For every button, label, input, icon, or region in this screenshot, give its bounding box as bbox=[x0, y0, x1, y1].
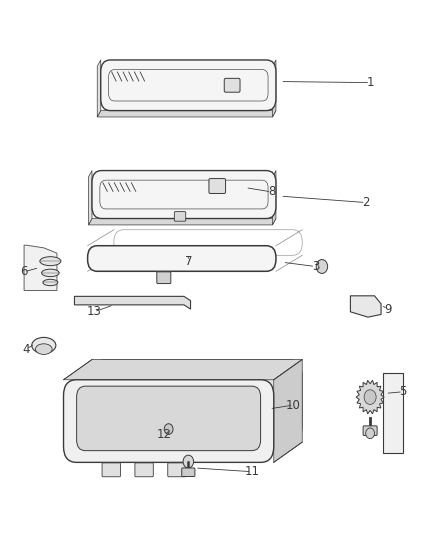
Circle shape bbox=[364, 390, 376, 405]
Polygon shape bbox=[64, 360, 302, 379]
Ellipse shape bbox=[35, 344, 52, 354]
Ellipse shape bbox=[42, 269, 59, 277]
Polygon shape bbox=[88, 171, 92, 225]
Ellipse shape bbox=[40, 257, 61, 265]
Circle shape bbox=[366, 428, 374, 439]
FancyBboxPatch shape bbox=[92, 171, 276, 219]
Polygon shape bbox=[97, 60, 101, 117]
Text: 2: 2 bbox=[362, 196, 370, 209]
Circle shape bbox=[183, 455, 194, 468]
FancyBboxPatch shape bbox=[209, 179, 226, 193]
Text: 11: 11 bbox=[244, 465, 259, 478]
Circle shape bbox=[316, 260, 328, 273]
Polygon shape bbox=[97, 111, 276, 117]
Text: 13: 13 bbox=[87, 305, 102, 318]
FancyBboxPatch shape bbox=[224, 78, 240, 92]
Polygon shape bbox=[356, 380, 384, 414]
Polygon shape bbox=[350, 296, 381, 317]
FancyBboxPatch shape bbox=[157, 272, 171, 284]
Ellipse shape bbox=[32, 337, 56, 353]
Text: 8: 8 bbox=[268, 185, 275, 198]
FancyBboxPatch shape bbox=[88, 246, 276, 271]
Polygon shape bbox=[383, 373, 403, 453]
Text: 12: 12 bbox=[157, 428, 172, 441]
Polygon shape bbox=[88, 219, 276, 225]
Polygon shape bbox=[272, 171, 276, 225]
Text: 5: 5 bbox=[399, 385, 406, 398]
FancyBboxPatch shape bbox=[64, 379, 274, 462]
Text: 9: 9 bbox=[384, 303, 392, 316]
FancyBboxPatch shape bbox=[174, 212, 186, 221]
Text: 3: 3 bbox=[312, 260, 319, 273]
Text: 6: 6 bbox=[20, 265, 28, 278]
Polygon shape bbox=[274, 360, 302, 462]
Text: 7: 7 bbox=[184, 255, 192, 268]
Text: 4: 4 bbox=[22, 343, 30, 356]
Ellipse shape bbox=[43, 279, 58, 286]
Polygon shape bbox=[24, 245, 57, 290]
FancyBboxPatch shape bbox=[135, 463, 153, 477]
FancyBboxPatch shape bbox=[92, 359, 302, 442]
Text: 10: 10 bbox=[286, 399, 301, 411]
Text: 1: 1 bbox=[366, 76, 374, 89]
FancyBboxPatch shape bbox=[168, 463, 186, 477]
FancyBboxPatch shape bbox=[101, 60, 276, 111]
Polygon shape bbox=[74, 296, 191, 309]
FancyBboxPatch shape bbox=[102, 463, 120, 477]
FancyBboxPatch shape bbox=[182, 468, 195, 477]
FancyBboxPatch shape bbox=[363, 426, 377, 435]
FancyBboxPatch shape bbox=[77, 386, 261, 451]
Polygon shape bbox=[272, 60, 276, 117]
Circle shape bbox=[164, 424, 173, 434]
